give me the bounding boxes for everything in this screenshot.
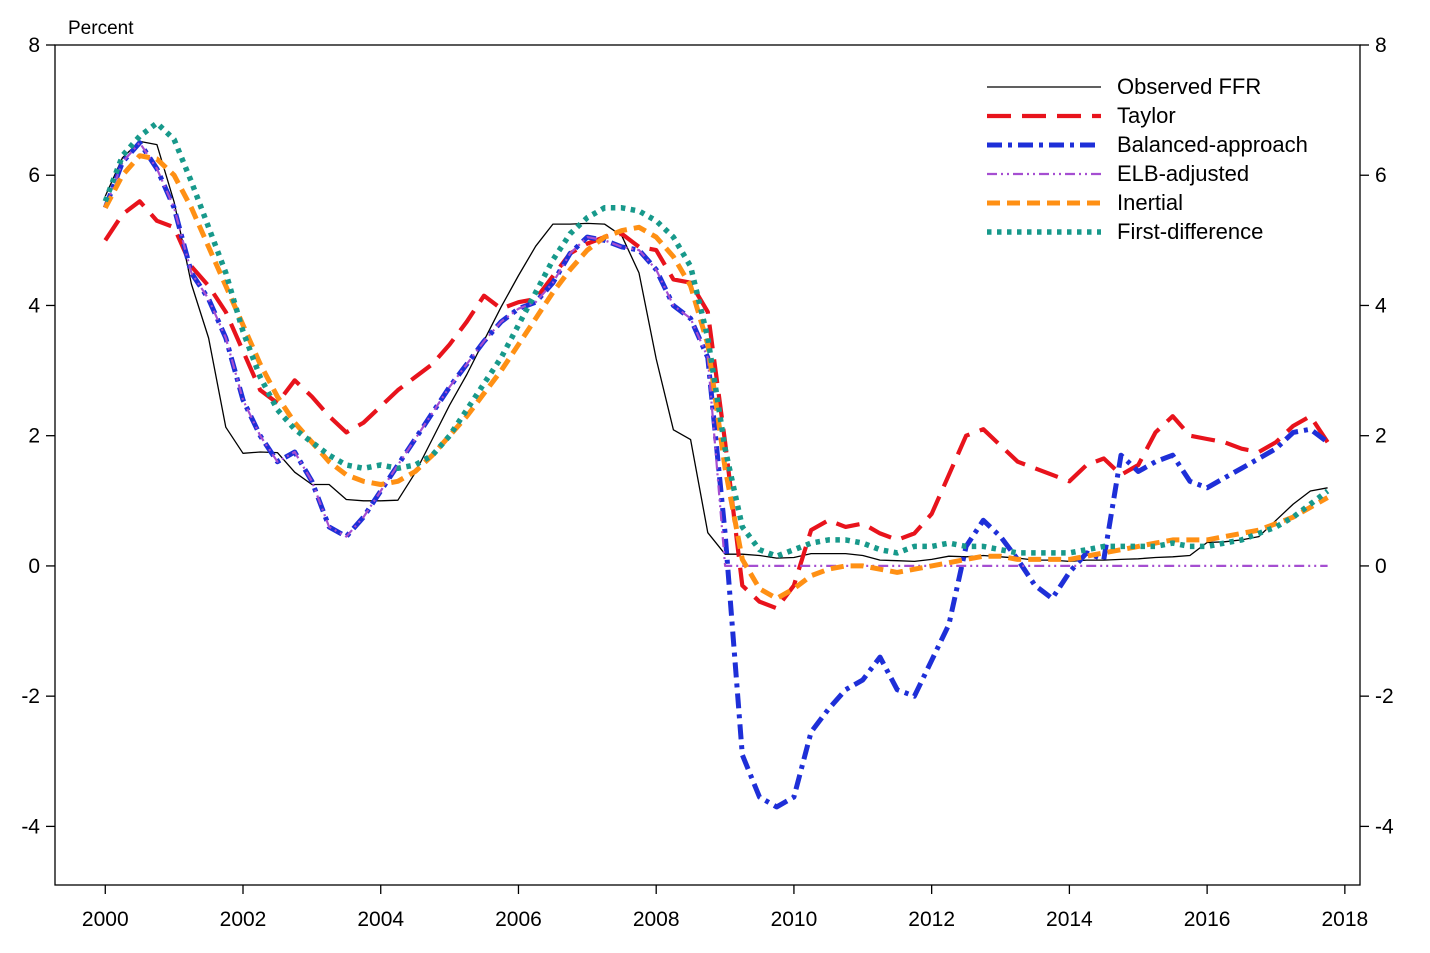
legend-label: Balanced-approach (1117, 131, 1308, 157)
y-axis-tick-label-right: 4 (1375, 294, 1387, 317)
legend-line-sample (987, 172, 1101, 175)
series-line-elb-adjusted (104, 141, 1328, 568)
x-axis-tick-label: 2002 (220, 908, 267, 931)
legend-item: Balanced-approach (985, 130, 1308, 159)
legend-item: ELB-adjusted (985, 159, 1308, 188)
legend-item: First-difference (985, 217, 1308, 246)
legend-item: Observed FFR (985, 72, 1308, 101)
x-axis-tick-label: 2018 (1321, 908, 1368, 931)
legend-label: Inertial (1117, 189, 1184, 215)
legend-label: Taylor (1117, 102, 1176, 128)
y-axis-tick-label-right: 0 (1375, 555, 1387, 578)
y-axis-tick-label-right: -4 (1375, 815, 1394, 838)
y-axis-tick-label-left: 8 (28, 34, 40, 57)
legend-label: ELB-adjusted (1117, 160, 1250, 186)
legend-line-sample (987, 85, 1101, 88)
y-axis-tick-label-left: -4 (21, 815, 40, 838)
y-axis-tick-label-right: 6 (1375, 164, 1387, 187)
legend-item: Taylor (985, 101, 1308, 130)
legend-line-sample (987, 113, 1101, 118)
y-axis-tick-label-left: 2 (28, 425, 40, 448)
x-axis-tick-label: 2008 (633, 908, 680, 931)
y-axis-tick-label-right: 2 (1375, 425, 1387, 448)
x-axis-tick-label: 2012 (908, 908, 955, 931)
x-axis-tick-label: 2006 (495, 908, 542, 931)
legend-line-sample (987, 228, 1101, 235)
y-axis-tick-label-right: -2 (1375, 685, 1394, 708)
plot-frame (54, 44, 1361, 886)
x-axis-tick-label: 2014 (1046, 908, 1093, 931)
x-axis-tick-label: 2000 (82, 908, 129, 931)
x-axis-tick-label: 2016 (1184, 908, 1231, 931)
legend-label: Observed FFR (1117, 73, 1262, 99)
x-axis-tick-label: 2010 (771, 908, 818, 931)
legend-line-sample (987, 200, 1101, 205)
legend-line-sample (987, 142, 1101, 147)
series-line-observed-ffr (104, 140, 1328, 563)
series-line-taylor (103, 199, 1330, 611)
y-axis-tick-label-left: 4 (28, 294, 40, 317)
y-axis-unit-label: Percent (68, 18, 134, 39)
legend-label: First-difference (1117, 218, 1264, 244)
legend: Observed FFR Taylor Balanced-approach ELB-a… (985, 72, 1308, 246)
y-axis-tick-label-right: 8 (1375, 34, 1387, 57)
y-axis-tick-label-left: -2 (21, 685, 40, 708)
x-axis-tick-label: 2004 (357, 908, 404, 931)
legend-item: Inertial (985, 188, 1308, 217)
y-axis-tick-label-left: 0 (28, 555, 40, 578)
series-line-first-difference (102, 120, 1330, 559)
y-axis-tick-label-left: 6 (28, 164, 40, 187)
